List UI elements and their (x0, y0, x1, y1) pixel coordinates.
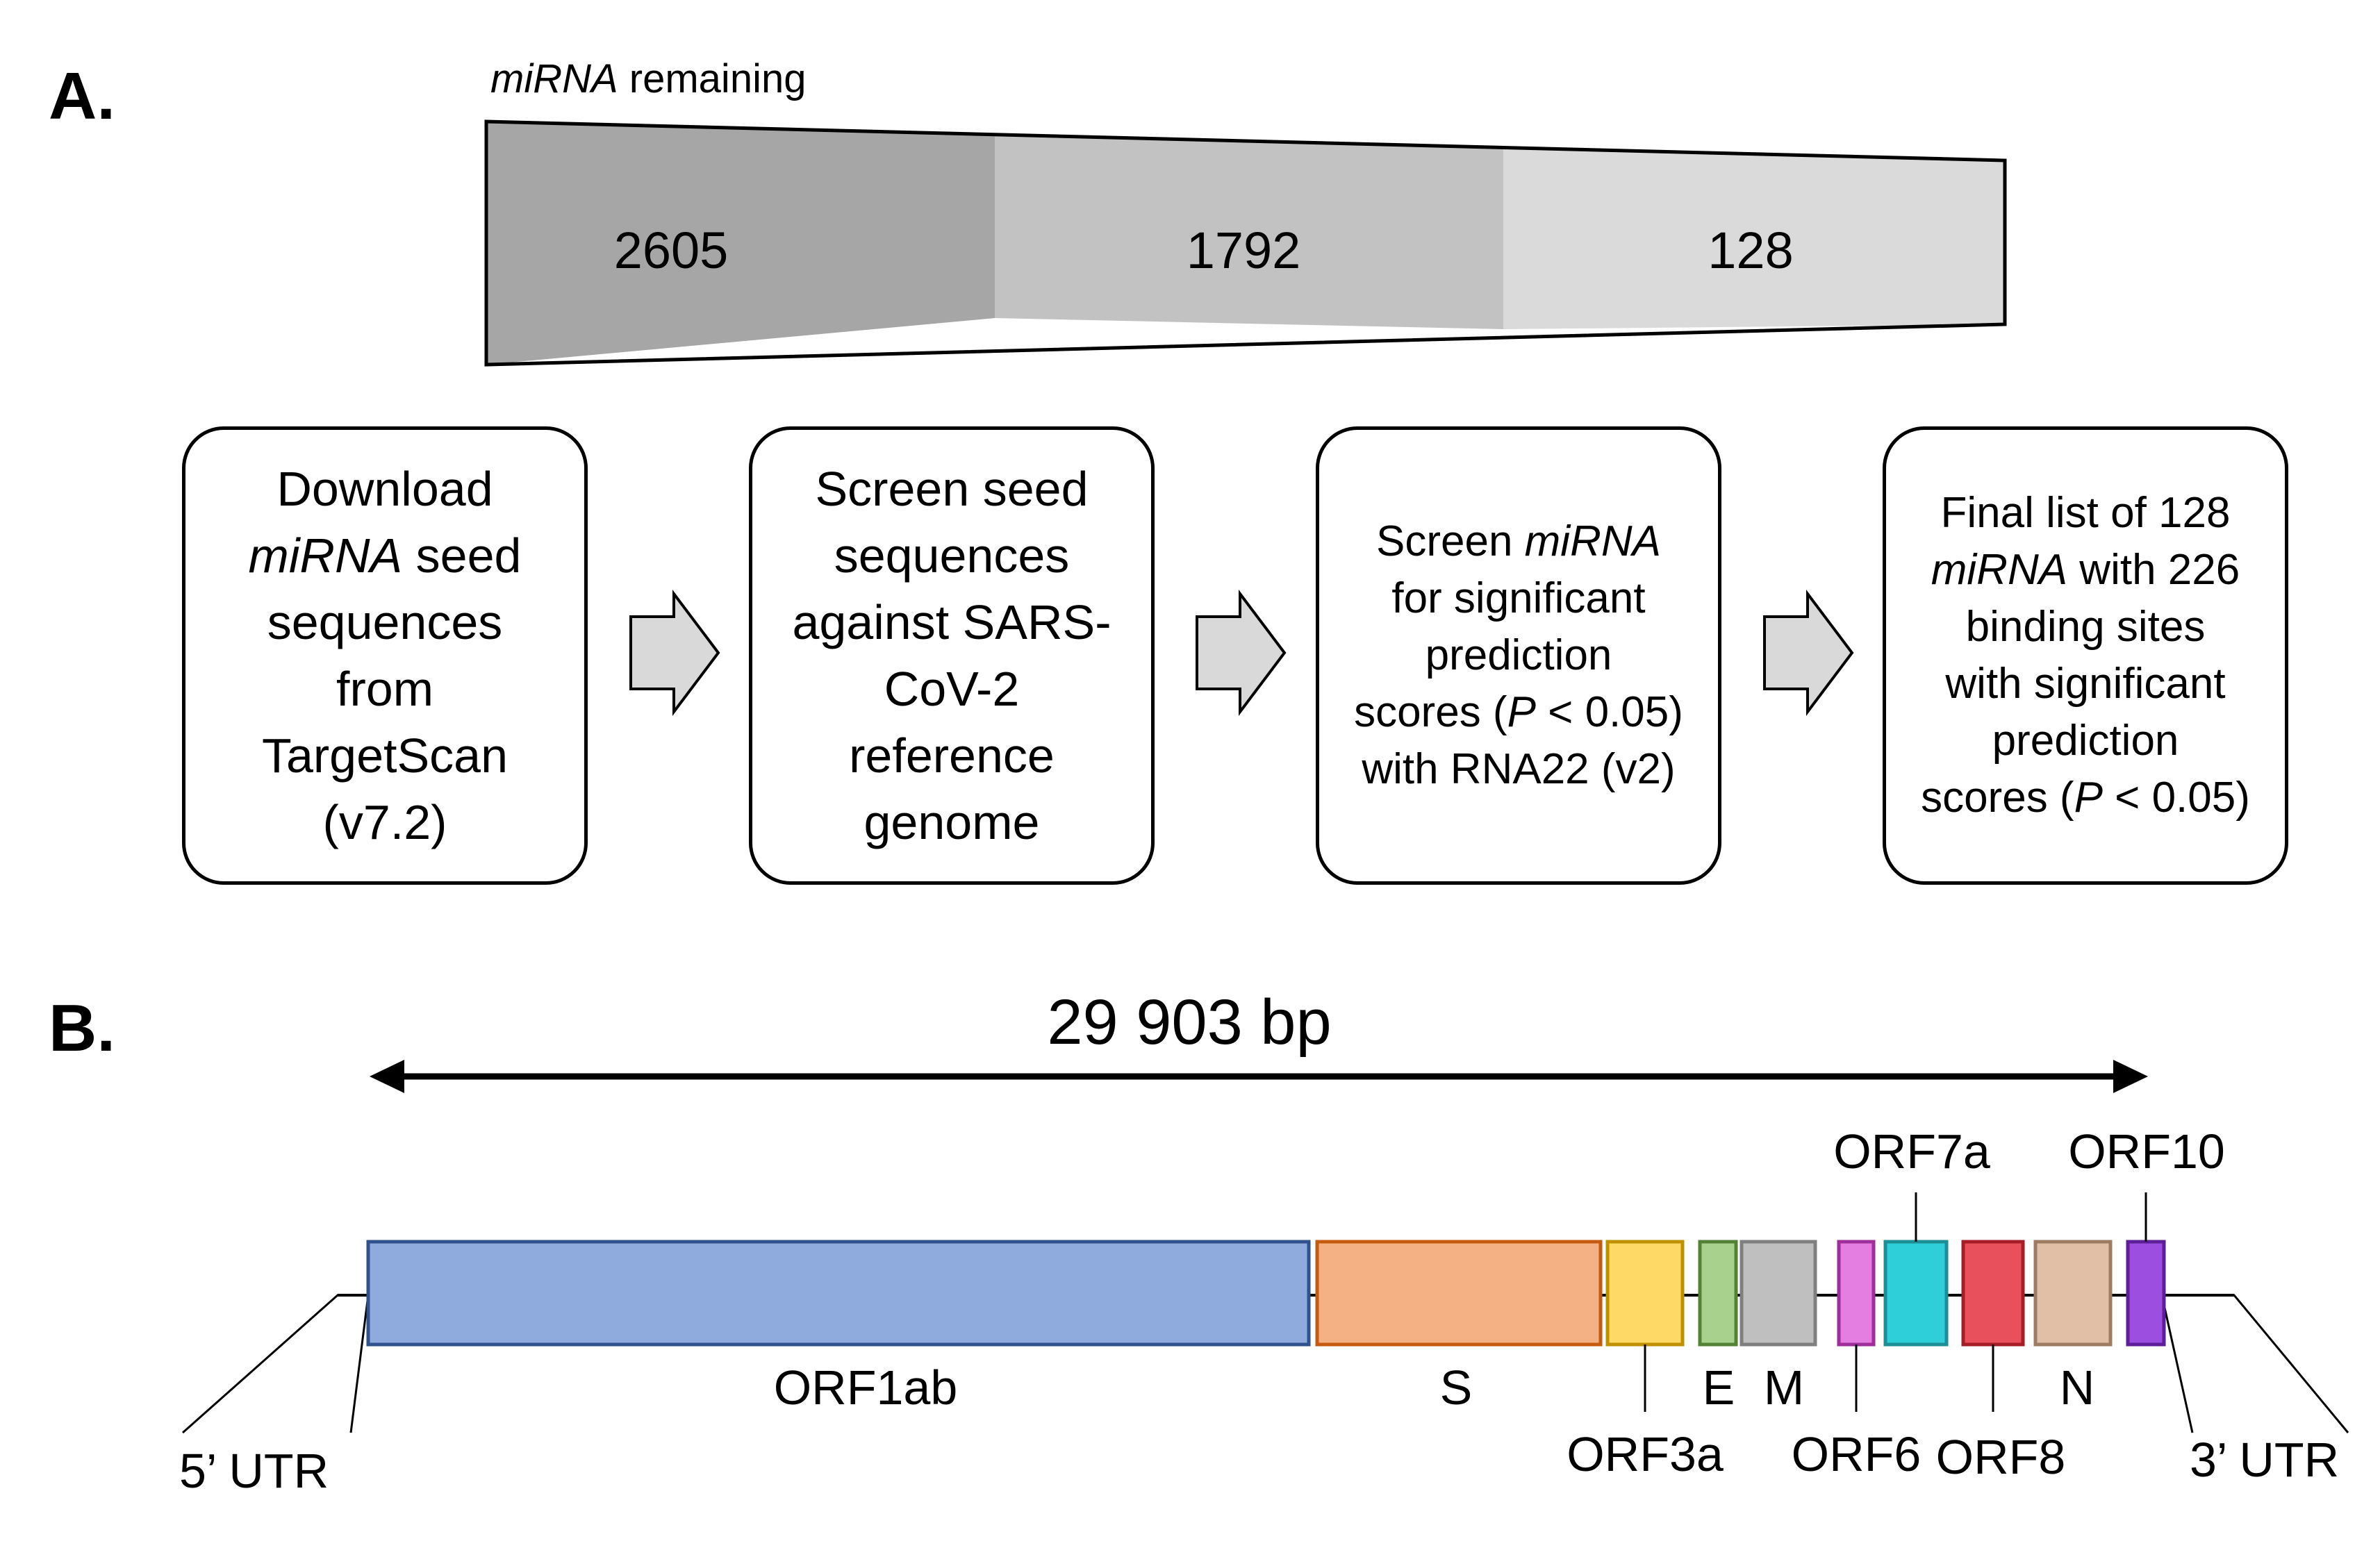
mirna-remaining-caption: miRNA remaining (490, 56, 806, 102)
step-line: sequences (834, 528, 1070, 583)
step-line: binding sites (1965, 603, 2206, 651)
gene-box-orf7a (1883, 1240, 1949, 1347)
caption-rest: remaining (618, 56, 807, 101)
step-line: miRNA with 226 (1931, 546, 2240, 594)
step-line: CoV-2 (884, 662, 1020, 716)
label-orf8: ORF8 (1935, 1430, 2066, 1484)
step-line: miRNA seed (248, 528, 522, 583)
utr5-leader (182, 1294, 370, 1434)
step-line: (v7.2) (322, 795, 447, 849)
utr3-leader (2160, 1294, 2349, 1433)
count-2605: 2605 (613, 222, 729, 279)
step-line: Download (276, 462, 493, 516)
step-box-download: Download miRNA seed sequences from TargetSca… (182, 426, 588, 885)
step-line: scores (P < 0.05) (1354, 688, 1683, 736)
genome-length-arrow (370, 1060, 2148, 1093)
gene-box-orf6 (1837, 1240, 1876, 1347)
label-5utr: 5’ UTR (179, 1444, 329, 1498)
step-text-1: Download miRNA seed sequences from TargetSca… (249, 456, 522, 856)
step-line: TargetScan (261, 728, 509, 783)
step-line: Screen miRNA (1375, 517, 1661, 565)
step-line: scores (P < 0.05) (1921, 774, 2250, 822)
step-box-screen-seed: Screen seed sequences against SARS- CoV-2 re… (749, 426, 1155, 885)
gene-box-orf8 (1961, 1240, 2025, 1347)
step-arrow-2 (1196, 590, 1287, 716)
label-n: N (2059, 1360, 2095, 1415)
step-box-final-list: Final list of 128 miRNA with 226 binding s… (1883, 426, 2288, 885)
step-line: Screen seed (815, 462, 1089, 516)
gene-box-m (1739, 1240, 1817, 1347)
gene-box-orf3a (1605, 1240, 1685, 1347)
label-orf3a: ORF3a (1567, 1427, 1724, 1481)
step-arrow-1 (629, 590, 720, 716)
gene-box-n (2033, 1240, 2113, 1347)
label-3utr: 3’ UTR (2190, 1433, 2340, 1487)
label-orf1ab: ORF1ab (773, 1360, 958, 1415)
gene-box-e (1698, 1240, 1738, 1347)
count-128: 128 (1708, 222, 1794, 279)
genome-length-label: 29 903 bp (1047, 987, 1332, 1058)
label-orf7a: ORF7a (1833, 1124, 1990, 1179)
step-arrow-3 (1763, 590, 1854, 716)
funnel-outline (484, 119, 2007, 367)
gene-box-s (1315, 1240, 1603, 1347)
step-line: Final list of 128 (1940, 489, 2231, 537)
step-line: from (336, 662, 433, 716)
label-s: S (1439, 1360, 1473, 1415)
step-line: sequences (267, 595, 503, 649)
step-line: prediction (1425, 631, 1612, 679)
funnel-segment-2605 (486, 122, 995, 365)
label-orf10: ORF10 (2068, 1124, 2225, 1179)
step-line: with significant (1945, 660, 2226, 708)
panel-a-label: A. (49, 59, 115, 133)
gene-box-orf10 (2126, 1240, 2166, 1347)
step-line: against SARS- (792, 595, 1112, 649)
count-1792: 1792 (1186, 222, 1301, 279)
panel-b-label: B. (49, 991, 115, 1065)
step-text-4: Final list of 128 miRNA with 226 binding s… (1921, 485, 2250, 826)
label-m: M (1763, 1360, 1805, 1415)
step-box-rna22: Screen miRNA for significant prediction sco… (1316, 426, 1721, 885)
step-line: reference (849, 728, 1055, 783)
step-line: with RNA22 (v2) (1362, 745, 1676, 793)
gene-box-orf1ab (366, 1240, 1311, 1347)
step-line: genome (863, 795, 1040, 849)
step-line: prediction (1992, 717, 2179, 765)
label-orf6: ORF6 (1791, 1427, 1922, 1481)
label-e: E (1702, 1360, 1735, 1415)
step-text-3: Screen miRNA for significant prediction sco… (1354, 513, 1683, 798)
funnel-segment-128 (1503, 147, 2005, 329)
step-text-2: Screen seed sequences against SARS- CoV-2 re… (792, 456, 1111, 856)
funnel-segment-1792 (995, 133, 1503, 329)
caption-italic: miRNA (490, 56, 618, 101)
step-line: for significant (1391, 574, 1646, 622)
